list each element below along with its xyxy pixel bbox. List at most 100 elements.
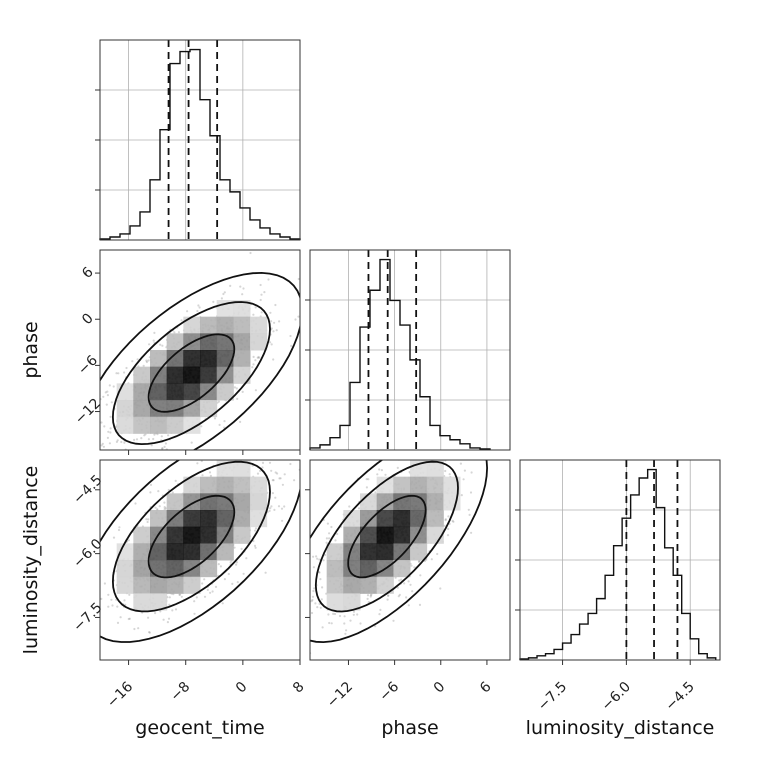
scatter-point bbox=[163, 508, 166, 511]
density-cell bbox=[133, 400, 151, 418]
scatter-point bbox=[256, 356, 259, 359]
scatter-point bbox=[116, 605, 119, 608]
scatter-point bbox=[436, 552, 439, 556]
scatter-point bbox=[229, 284, 232, 287]
scatter-point bbox=[112, 536, 116, 539]
x-tick-label: 6 bbox=[477, 679, 495, 697]
density-cell bbox=[166, 350, 184, 368]
scatter-point bbox=[470, 531, 473, 534]
scatter-point bbox=[206, 588, 209, 592]
scatter-point bbox=[123, 599, 126, 602]
scatter-point bbox=[297, 315, 300, 318]
density-cell bbox=[426, 510, 444, 528]
density-cell bbox=[133, 416, 151, 434]
scatter-point bbox=[117, 372, 120, 375]
scatter-point bbox=[261, 461, 265, 464]
scatter-point bbox=[154, 612, 157, 615]
scatter-point bbox=[365, 478, 368, 481]
panel-content bbox=[79, 251, 307, 450]
scatter-point bbox=[168, 603, 171, 606]
scatter-point bbox=[418, 603, 422, 607]
scatter-point bbox=[444, 518, 447, 521]
density-cell bbox=[183, 416, 201, 434]
scatter-point bbox=[270, 505, 273, 508]
scatter-point bbox=[119, 616, 122, 619]
density-cell bbox=[183, 316, 201, 334]
scatter-point bbox=[127, 617, 130, 621]
scatter-point bbox=[254, 306, 257, 309]
scatter-point bbox=[313, 587, 316, 590]
density-cell bbox=[250, 493, 268, 511]
density-cell bbox=[200, 526, 218, 544]
scatter-point bbox=[451, 519, 454, 523]
histogram-phase bbox=[309, 258, 491, 450]
scatter-point bbox=[338, 614, 342, 618]
hist-panel-luminosity_distance bbox=[515, 459, 721, 661]
density-cell bbox=[166, 333, 184, 351]
scatter-point bbox=[137, 627, 140, 630]
scatter-point bbox=[254, 529, 257, 532]
scatter-point bbox=[276, 472, 279, 475]
x-tick-label: −16 bbox=[104, 679, 136, 711]
density-cell bbox=[233, 366, 251, 384]
scatter-point bbox=[235, 561, 239, 564]
scatter-point bbox=[222, 292, 225, 296]
scatter-point bbox=[273, 321, 276, 324]
scatter-point bbox=[320, 402, 322, 404]
scatter-point bbox=[161, 447, 164, 450]
density-cell bbox=[393, 493, 411, 511]
scatter-point bbox=[95, 429, 97, 431]
density-cell bbox=[200, 543, 218, 561]
scatter-point bbox=[128, 593, 131, 596]
scatter-point bbox=[443, 524, 446, 527]
histogram-luminosity_distance bbox=[519, 468, 717, 660]
scatter-point bbox=[467, 508, 470, 511]
scatter-point bbox=[102, 395, 105, 398]
scatter-point bbox=[278, 634, 280, 636]
scatter-point bbox=[293, 479, 296, 482]
scatter-point bbox=[140, 437, 143, 440]
scatter-point bbox=[448, 473, 451, 476]
density-cell bbox=[150, 416, 168, 434]
scatter-point bbox=[293, 445, 295, 447]
scatter-point bbox=[106, 394, 109, 397]
density-cell bbox=[376, 493, 394, 511]
scatter-point bbox=[193, 612, 196, 615]
x-axis-label-luminosity_distance: luminosity_distance bbox=[526, 717, 715, 739]
panel-content bbox=[100, 402, 322, 643]
density-cell bbox=[166, 560, 184, 578]
scatter-point bbox=[261, 444, 263, 446]
contour-1-sigma bbox=[347, 494, 427, 579]
scatter-point bbox=[157, 490, 160, 493]
scatter-point bbox=[305, 297, 307, 299]
scatter-point bbox=[79, 429, 81, 431]
scatter-point bbox=[256, 472, 260, 475]
scatter-point bbox=[227, 572, 230, 576]
scatter-point bbox=[203, 578, 206, 581]
contour-1-sigma bbox=[147, 333, 236, 413]
scatter-point bbox=[142, 364, 145, 367]
scatter-point bbox=[116, 439, 119, 442]
scatter-point bbox=[398, 450, 400, 452]
scatter-point bbox=[213, 417, 217, 420]
scatter-point bbox=[289, 559, 291, 561]
density-cell bbox=[150, 576, 168, 594]
scatter-point bbox=[349, 619, 352, 622]
density-cell bbox=[410, 543, 428, 561]
scatter-point bbox=[297, 277, 300, 281]
x-axis-label-geocent_time: geocent_time bbox=[135, 717, 264, 739]
scatter-point bbox=[283, 505, 286, 508]
density-cell bbox=[216, 543, 234, 561]
scatter-point bbox=[369, 595, 372, 598]
density-cell bbox=[133, 560, 151, 578]
scatter-point bbox=[190, 441, 193, 444]
density-cell bbox=[376, 543, 394, 561]
scatter-point bbox=[307, 631, 309, 633]
panel-geocent_time-luminosity_distance bbox=[95, 402, 322, 665]
scatter-point bbox=[107, 593, 110, 596]
scatter-point bbox=[252, 363, 255, 366]
scatter-point bbox=[319, 606, 322, 609]
scatter-point bbox=[265, 441, 267, 443]
scatter-point bbox=[272, 479, 275, 482]
